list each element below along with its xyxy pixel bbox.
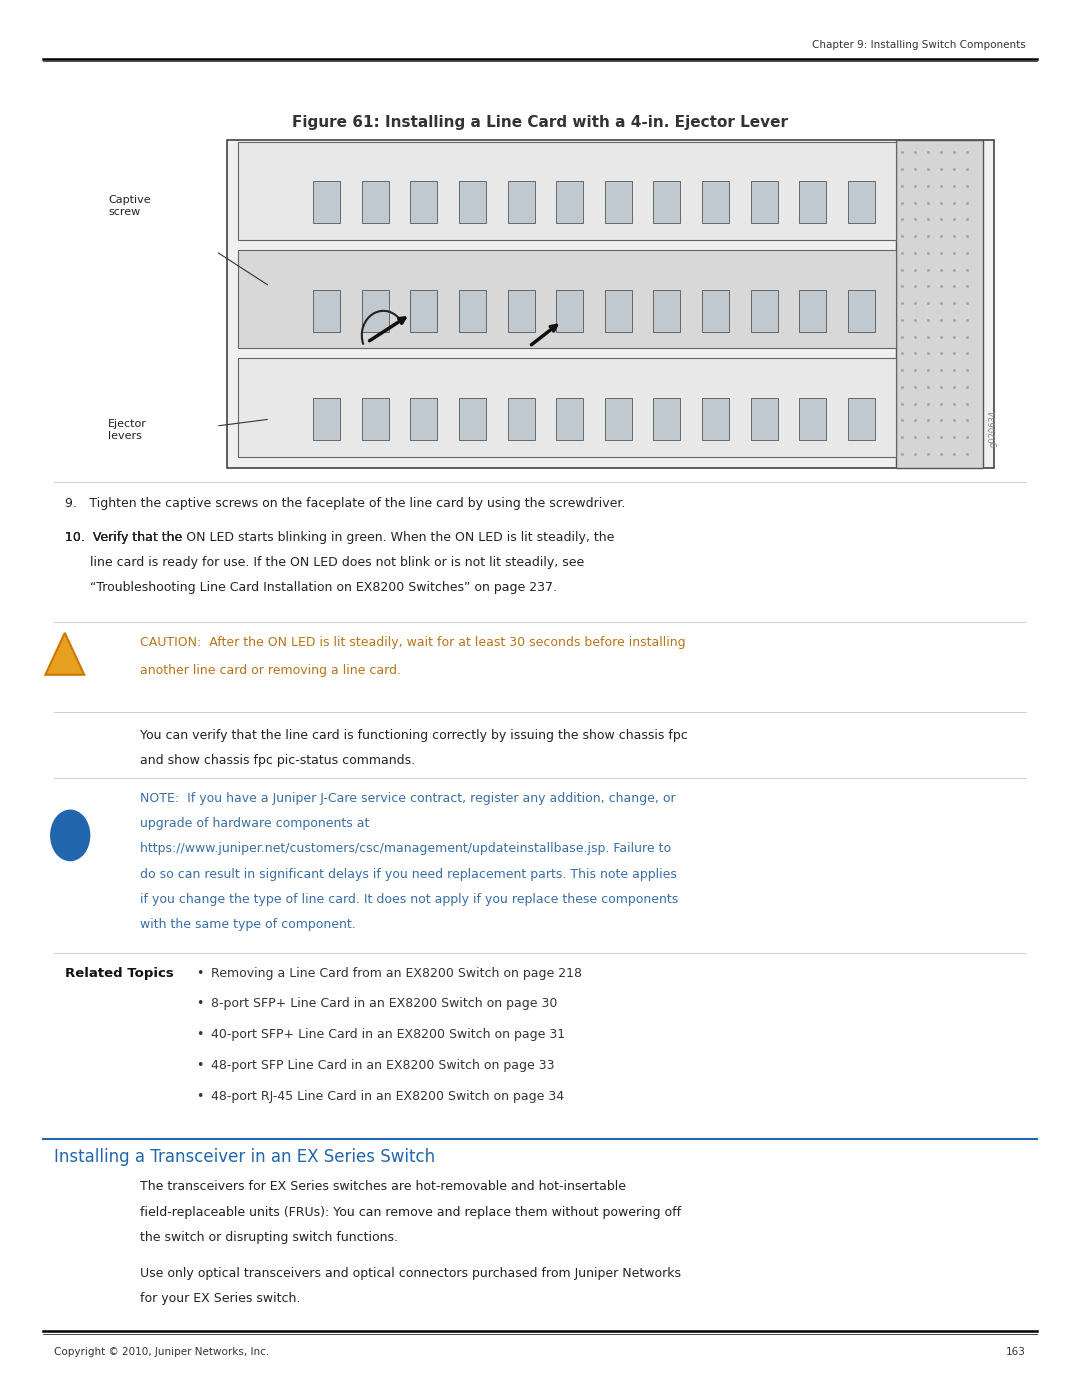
Text: CAUTION:  After the ON LED is lit steadily, wait for at least 30 seconds before : CAUTION: After the ON LED is lit steadil…	[140, 636, 686, 648]
FancyBboxPatch shape	[653, 398, 680, 440]
Text: “Troubleshooting Line Card Installation on EX8200 Switches” on page 237.: “Troubleshooting Line Card Installation …	[90, 581, 556, 594]
Text: field-replaceable units (FRUs): You can remove and replace them without powering: field-replaceable units (FRUs): You can …	[140, 1206, 681, 1218]
Text: Related Topics: Related Topics	[65, 967, 174, 979]
FancyBboxPatch shape	[459, 289, 486, 331]
Text: https://www.juniper.net/customers/csc/management/updateinstallbase.jsp. Failure : https://www.juniper.net/customers/csc/ma…	[140, 842, 672, 855]
FancyBboxPatch shape	[238, 359, 896, 457]
FancyBboxPatch shape	[362, 398, 389, 440]
Text: Ejector
levers: Ejector levers	[108, 419, 147, 440]
FancyBboxPatch shape	[227, 140, 994, 468]
Text: 8-port SFP+ Line Card in an EX8200 Switch on page 30: 8-port SFP+ Line Card in an EX8200 Switc…	[211, 997, 557, 1010]
FancyBboxPatch shape	[410, 182, 437, 224]
Polygon shape	[45, 633, 84, 675]
Text: Copyright © 2010, Juniper Networks, Inc.: Copyright © 2010, Juniper Networks, Inc.	[54, 1347, 269, 1356]
Text: g020634: g020634	[988, 409, 997, 447]
FancyBboxPatch shape	[410, 398, 437, 440]
Text: Use only optical transceivers and optical connectors purchased from Juniper Netw: Use only optical transceivers and optica…	[140, 1267, 681, 1280]
FancyBboxPatch shape	[653, 289, 680, 331]
FancyBboxPatch shape	[508, 289, 535, 331]
FancyBboxPatch shape	[508, 398, 535, 440]
Text: 48-port RJ-45 Line Card in an EX8200 Switch on page 34: 48-port RJ-45 Line Card in an EX8200 Swi…	[211, 1090, 564, 1102]
FancyBboxPatch shape	[508, 182, 535, 224]
FancyBboxPatch shape	[556, 182, 583, 224]
Text: and show chassis fpc pic-status commands.: and show chassis fpc pic-status commands…	[140, 754, 416, 767]
Text: 10.  Verify that the: 10. Verify that the	[65, 531, 186, 543]
Text: the switch or disrupting switch functions.: the switch or disrupting switch function…	[140, 1231, 399, 1243]
Text: for your EX Series switch.: for your EX Series switch.	[140, 1292, 300, 1305]
Text: •: •	[197, 997, 203, 1010]
Text: The transceivers for EX Series switches are hot-removable and hot-insertable: The transceivers for EX Series switches …	[140, 1180, 626, 1193]
FancyBboxPatch shape	[313, 398, 340, 440]
FancyBboxPatch shape	[459, 398, 486, 440]
Text: i: i	[68, 828, 72, 842]
FancyBboxPatch shape	[605, 398, 632, 440]
Text: NOTE:  If you have a Juniper J-Care service contract, register any addition, cha: NOTE: If you have a Juniper J-Care servi…	[140, 792, 676, 805]
Text: Captive
screw: Captive screw	[108, 196, 150, 217]
FancyBboxPatch shape	[556, 289, 583, 331]
FancyBboxPatch shape	[702, 182, 729, 224]
Text: 163: 163	[1007, 1347, 1026, 1356]
FancyBboxPatch shape	[799, 182, 826, 224]
FancyBboxPatch shape	[313, 182, 340, 224]
Text: 10.  Verify that the: 10. Verify that the	[65, 531, 186, 543]
Text: •: •	[197, 1059, 203, 1071]
FancyBboxPatch shape	[799, 398, 826, 440]
Text: 48-port SFP Line Card in an EX8200 Switch on page 33: 48-port SFP Line Card in an EX8200 Switc…	[211, 1059, 554, 1071]
FancyBboxPatch shape	[751, 182, 778, 224]
FancyBboxPatch shape	[605, 289, 632, 331]
FancyBboxPatch shape	[238, 141, 896, 240]
Text: Chapter 9: Installing Switch Components: Chapter 9: Installing Switch Components	[812, 41, 1026, 50]
FancyBboxPatch shape	[459, 182, 486, 224]
Text: 10.  Verify that the  ON  LED starts blinking in green. When the  ON  LED is lit: 10. Verify that the  ON  LED starts blin…	[65, 531, 644, 543]
Text: 9. Tighten the captive screws on the faceplate of the line card by using the scr: 9. Tighten the captive screws on the fac…	[65, 497, 625, 510]
FancyBboxPatch shape	[799, 289, 826, 331]
Text: if you change the type of line card. It does not apply if you replace these comp: if you change the type of line card. It …	[140, 893, 678, 905]
FancyBboxPatch shape	[848, 398, 875, 440]
FancyBboxPatch shape	[605, 182, 632, 224]
Text: •: •	[197, 1028, 203, 1041]
FancyBboxPatch shape	[653, 182, 680, 224]
Text: !: !	[62, 651, 68, 665]
Text: •: •	[197, 1090, 203, 1102]
Text: You can verify that the line card is functioning correctly by issuing the show c: You can verify that the line card is fun…	[140, 729, 688, 742]
FancyBboxPatch shape	[556, 398, 583, 440]
FancyBboxPatch shape	[896, 140, 983, 468]
FancyBboxPatch shape	[702, 289, 729, 331]
Text: Installing a Transceiver in an EX Series Switch: Installing a Transceiver in an EX Series…	[54, 1148, 435, 1166]
Text: Removing a Line Card from an EX8200 Switch on page 218: Removing a Line Card from an EX8200 Swit…	[211, 967, 582, 979]
Circle shape	[51, 810, 90, 861]
Text: another line card or removing a line card.: another line card or removing a line car…	[140, 664, 402, 676]
Text: line card is ready for use. If the ON LED does not blink or is not lit steadily,: line card is ready for use. If the ON LE…	[90, 556, 584, 569]
FancyBboxPatch shape	[238, 250, 896, 348]
Text: do so can result in significant delays if you need replacement parts. This note : do so can result in significant delays i…	[140, 868, 677, 880]
Text: Figure 61: Installing a Line Card with a 4-in. Ejector Lever: Figure 61: Installing a Line Card with a…	[292, 115, 788, 130]
FancyBboxPatch shape	[848, 182, 875, 224]
FancyBboxPatch shape	[751, 398, 778, 440]
FancyBboxPatch shape	[362, 289, 389, 331]
FancyBboxPatch shape	[313, 289, 340, 331]
FancyBboxPatch shape	[410, 289, 437, 331]
Text: upgrade of hardware components at: upgrade of hardware components at	[140, 817, 369, 830]
FancyBboxPatch shape	[702, 398, 729, 440]
Text: •: •	[197, 967, 203, 979]
FancyBboxPatch shape	[362, 182, 389, 224]
Text: with the same type of component.: with the same type of component.	[140, 918, 356, 930]
FancyBboxPatch shape	[848, 289, 875, 331]
FancyBboxPatch shape	[751, 289, 778, 331]
Text: 40-port SFP+ Line Card in an EX8200 Switch on page 31: 40-port SFP+ Line Card in an EX8200 Swit…	[211, 1028, 565, 1041]
Text: 10.  Verify that the ON LED starts blinking in green. When the ON LED is lit ste: 10. Verify that the ON LED starts blinki…	[65, 531, 615, 543]
